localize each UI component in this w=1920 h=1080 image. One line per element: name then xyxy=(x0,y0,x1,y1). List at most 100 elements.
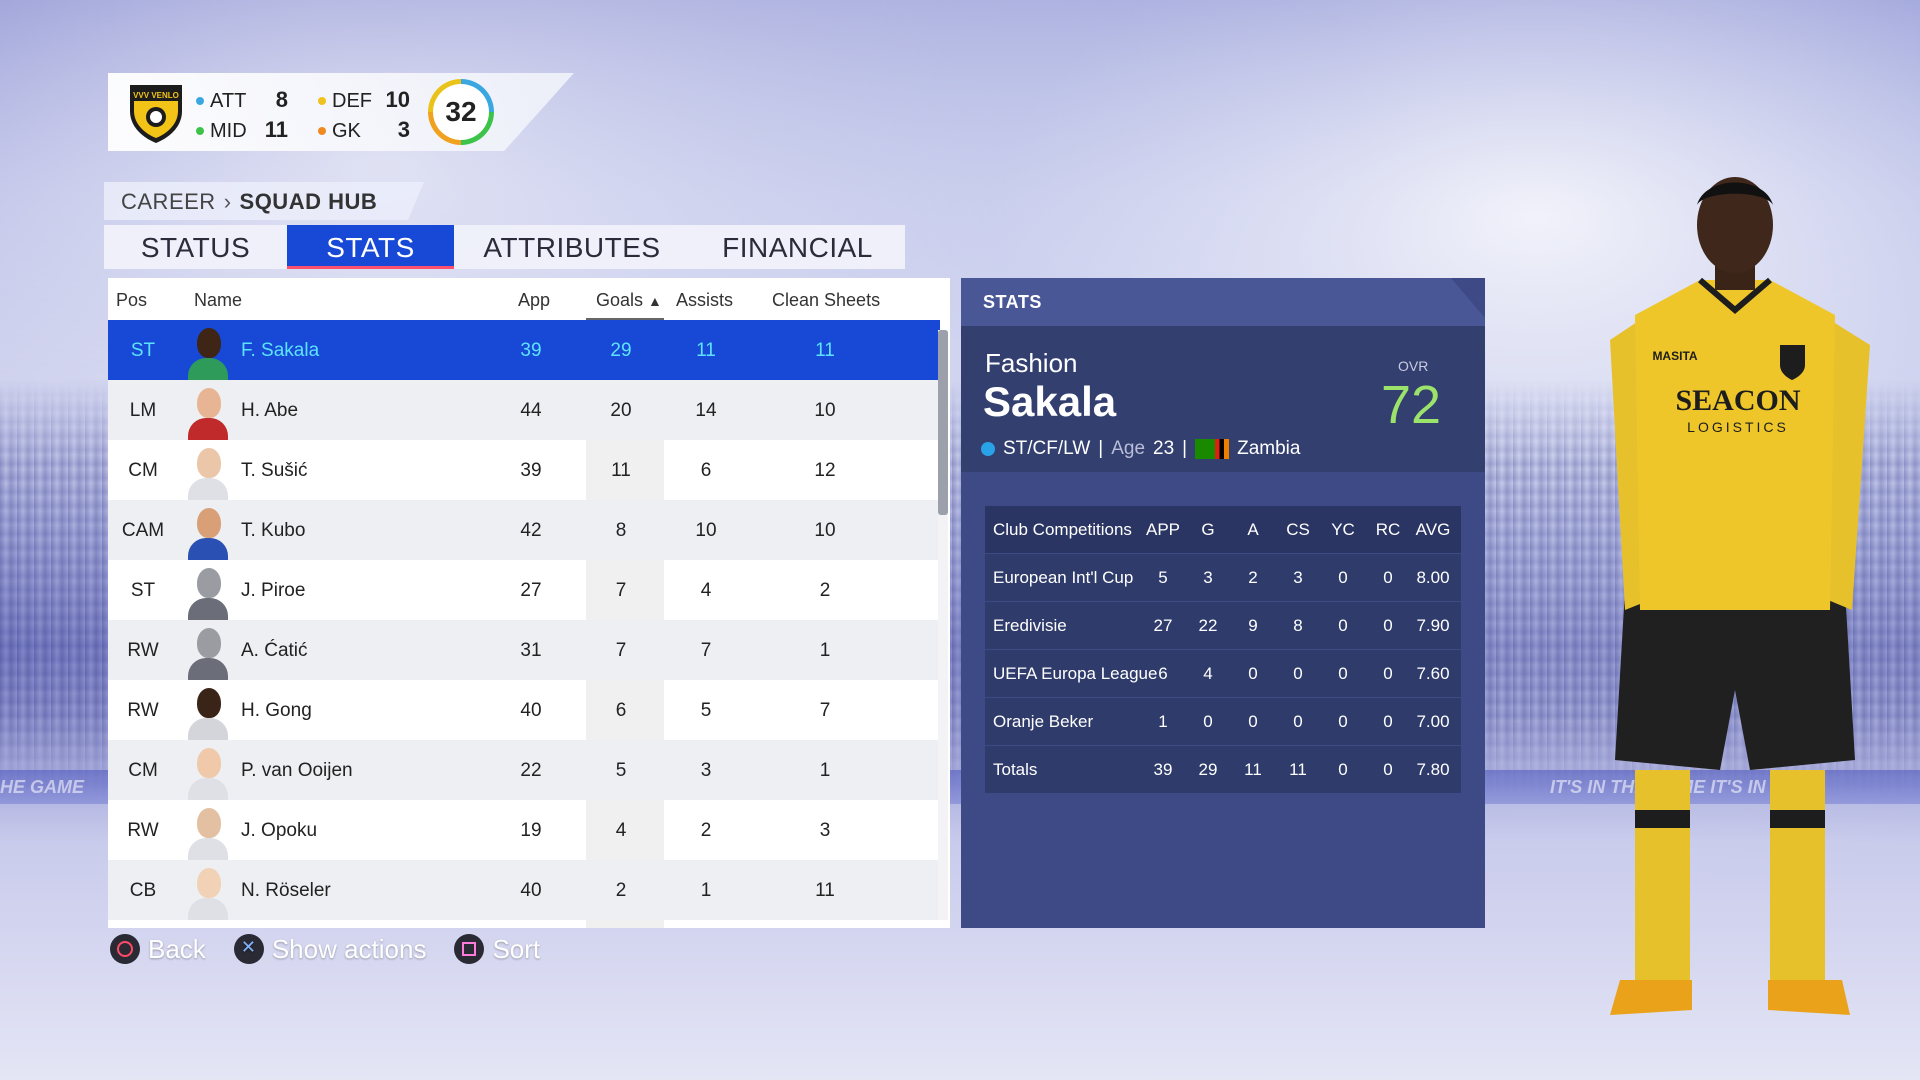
table-row[interactable]: ST J. Piroe 27 7 4 2 xyxy=(108,560,940,620)
row-goals: 7 xyxy=(615,580,627,601)
row-pos: CM xyxy=(128,760,158,781)
comp-header-name: Club Competitions xyxy=(993,520,1132,539)
att-label: ATT xyxy=(210,90,247,112)
row-assists: 3 xyxy=(700,760,712,781)
table-row[interactable]: CM T. Sušić 39 11 6 12 xyxy=(108,440,940,500)
comp-header-g: G xyxy=(1201,520,1215,539)
competition-yc: 0 xyxy=(1338,712,1348,731)
mid-stat: MID 11 xyxy=(196,117,288,143)
comp-header-yc: YC xyxy=(1331,520,1355,539)
competition-g: 0 xyxy=(1203,712,1213,731)
competition-avg: 7.80 xyxy=(1416,760,1450,779)
header-assists[interactable]: Assists xyxy=(676,290,734,310)
header-pos[interactable]: Pos xyxy=(116,290,148,310)
tab-stats[interactable]: STATS xyxy=(287,225,454,269)
tab-status[interactable]: STATUS xyxy=(140,232,251,263)
competition-yc: 0 xyxy=(1338,616,1348,635)
comp-header-app: APP xyxy=(1145,520,1181,539)
breadcrumb-current: SQUAD HUB xyxy=(239,189,378,214)
gk-value: 3 xyxy=(397,117,410,142)
header-name[interactable]: Name xyxy=(194,290,243,310)
row-clean-sheets: 11 xyxy=(815,880,835,901)
row-clean-sheets: 2 xyxy=(819,580,831,601)
player-avatar xyxy=(186,384,230,440)
player-age: 23 xyxy=(1153,438,1175,459)
row-goals: 20 xyxy=(610,400,632,421)
kit-sponsor: SEACON xyxy=(1675,384,1800,417)
competition-yc: 0 xyxy=(1338,664,1348,683)
ad-text-left: HE GAME xyxy=(0,777,85,797)
squad-stats-table: Pos Name App Goals ▲ Assists Clean Sheet… xyxy=(108,278,950,928)
competition-yc: 0 xyxy=(1338,568,1348,587)
circle-button-icon xyxy=(110,934,140,964)
row-name: T. Kubo xyxy=(241,520,306,541)
row-name: N. Röseler xyxy=(241,880,331,901)
comp-header-cs: CS xyxy=(1286,520,1310,539)
table-row[interactable]: CM P. van Ooijen 22 5 3 1 xyxy=(108,740,940,800)
back-button[interactable]: Back xyxy=(110,932,206,966)
table-row[interactable]: RW J. Opoku 19 4 2 3 xyxy=(108,800,940,860)
team-overall-ring: 32 xyxy=(428,79,494,145)
header-goals-label: Goals xyxy=(596,290,644,310)
competition-avg: 7.00 xyxy=(1416,712,1450,731)
competition-name: Eredivisie xyxy=(993,616,1067,635)
competition-app: 5 xyxy=(1158,568,1168,587)
competition-rc: 0 xyxy=(1383,712,1393,731)
sort-label: Sort xyxy=(492,933,541,964)
competition-a: 2 xyxy=(1248,568,1258,587)
tab-financial[interactable]: FINANCIAL xyxy=(722,232,873,263)
competition-name: UEFA Europa League xyxy=(993,664,1158,683)
tab-attributes[interactable]: ATTRIBUTES xyxy=(483,232,661,263)
header-clean-sheets[interactable]: Clean Sheets xyxy=(772,290,881,310)
player-avatar xyxy=(186,744,230,800)
row-assists: 7 xyxy=(700,640,712,661)
table-scrollbar-track[interactable] xyxy=(938,330,948,920)
row-goals: 29 xyxy=(610,340,632,361)
player-stats-panel: STATS Fashion Sakala OVR 72 ST/CF/LW | A… xyxy=(961,278,1485,928)
meta-separator: | xyxy=(1098,438,1104,459)
competition-g: 29 xyxy=(1198,760,1218,779)
competition-row: Oranje Beker 1 0 0 0 0 0 7.00 xyxy=(985,698,1461,746)
player-model: SEACON LOGISTICS MASITA xyxy=(1610,177,1870,1015)
table-row[interactable]: LM H. Abe 44 20 14 10 xyxy=(108,380,940,440)
competition-rc: 0 xyxy=(1383,616,1393,635)
gk-stat: GK 3 xyxy=(318,117,410,143)
competition-yc: 0 xyxy=(1338,760,1348,779)
age-label: Age xyxy=(1111,438,1146,459)
team-overall-value: 32 xyxy=(445,96,477,127)
competition-app: 6 xyxy=(1158,664,1168,683)
header-goals[interactable]: Goals ▲ xyxy=(596,290,662,311)
table-row[interactable]: CB N. Röseler 40 2 1 11 xyxy=(108,860,940,920)
table-row[interactable]: CAM T. Kubo 42 8 10 10 xyxy=(108,500,940,560)
sort-button[interactable]: Sort xyxy=(454,932,540,966)
competition-rc: 0 xyxy=(1383,664,1393,683)
def-label: DEF xyxy=(332,90,372,112)
row-goals: 8 xyxy=(615,520,627,541)
show-actions-button[interactable]: Show actions xyxy=(233,932,426,966)
row-app: 39 xyxy=(520,460,542,481)
row-name: J. Opoku xyxy=(241,820,318,841)
player-avatar xyxy=(186,564,230,620)
table-scrollbar-thumb[interactable] xyxy=(938,330,948,515)
competition-cs: 3 xyxy=(1293,568,1303,587)
goals-sorted-header-bg xyxy=(586,278,664,320)
gk-dot-icon xyxy=(318,127,326,136)
table-row[interactable]: RW H. Gong 40 6 5 7 xyxy=(108,680,940,740)
table-row[interactable]: ST F. Sakala 39 29 11 11 xyxy=(108,320,940,380)
def-value: 10 xyxy=(385,87,410,112)
att-stat: ATT 8 xyxy=(196,87,288,113)
competition-name: European Int'l Cup xyxy=(993,568,1134,587)
row-assists: 11 xyxy=(696,340,716,361)
row-pos: RW xyxy=(127,820,159,841)
table-row[interactable]: RW A. Ćatić 31 7 7 1 xyxy=(108,620,940,680)
team-summary-panel: VVV VENLO ATT 8 DEF 10 MID 11 GK 3 32 xyxy=(108,73,574,151)
header-app[interactable]: App xyxy=(518,290,551,310)
competition-app: 27 xyxy=(1153,616,1173,635)
breadcrumb-root[interactable]: CAREER xyxy=(121,189,216,214)
row-app: 22 xyxy=(520,760,542,781)
row-app: 31 xyxy=(520,640,542,661)
row-clean-sheets: 12 xyxy=(814,460,836,481)
competition-avg: 7.60 xyxy=(1416,664,1450,683)
row-clean-sheets: 10 xyxy=(814,400,836,421)
row-clean-sheets: 7 xyxy=(819,700,831,721)
